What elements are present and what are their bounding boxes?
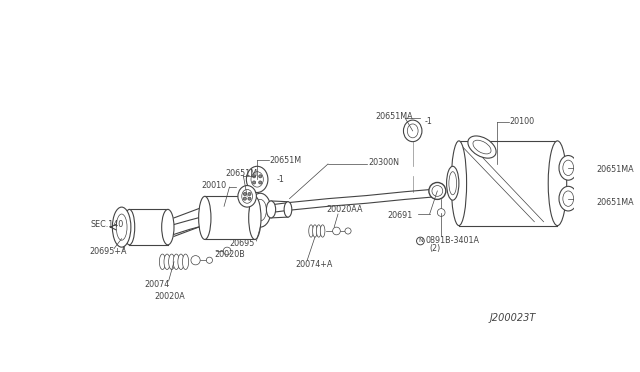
Text: SEC.140: SEC.140 bbox=[91, 219, 124, 228]
Ellipse shape bbox=[113, 207, 131, 247]
Text: 20300N: 20300N bbox=[368, 158, 399, 167]
Text: 20020AA: 20020AA bbox=[326, 205, 363, 214]
Text: 20020B: 20020B bbox=[214, 250, 244, 259]
Circle shape bbox=[432, 186, 443, 196]
Ellipse shape bbox=[168, 254, 175, 269]
Ellipse shape bbox=[559, 155, 577, 180]
Text: (2): (2) bbox=[429, 244, 441, 253]
Ellipse shape bbox=[159, 254, 166, 269]
Text: 20695+A: 20695+A bbox=[90, 247, 127, 256]
Text: 0891B-3401A: 0891B-3401A bbox=[425, 237, 479, 246]
Ellipse shape bbox=[563, 191, 573, 206]
Ellipse shape bbox=[266, 201, 276, 218]
Ellipse shape bbox=[246, 166, 268, 192]
Circle shape bbox=[243, 192, 246, 196]
Ellipse shape bbox=[250, 193, 271, 227]
Ellipse shape bbox=[164, 254, 170, 269]
Circle shape bbox=[223, 247, 231, 255]
Ellipse shape bbox=[178, 254, 184, 269]
Circle shape bbox=[417, 237, 424, 245]
Text: N: N bbox=[418, 238, 423, 244]
Circle shape bbox=[248, 192, 251, 196]
Circle shape bbox=[429, 183, 446, 199]
Text: -1: -1 bbox=[276, 175, 284, 184]
Ellipse shape bbox=[162, 209, 174, 245]
Ellipse shape bbox=[308, 225, 314, 237]
Circle shape bbox=[333, 227, 340, 235]
Text: 20074+A: 20074+A bbox=[296, 260, 333, 269]
Ellipse shape bbox=[198, 196, 211, 240]
Circle shape bbox=[259, 175, 262, 178]
Ellipse shape bbox=[316, 225, 321, 237]
Ellipse shape bbox=[251, 172, 263, 187]
Text: 20651M: 20651M bbox=[269, 155, 301, 165]
Ellipse shape bbox=[468, 136, 496, 158]
Text: 20074: 20074 bbox=[145, 280, 170, 289]
Ellipse shape bbox=[312, 225, 317, 237]
Circle shape bbox=[437, 209, 445, 217]
Ellipse shape bbox=[242, 189, 253, 203]
Ellipse shape bbox=[559, 186, 577, 211]
Text: 20651MA: 20651MA bbox=[376, 112, 413, 121]
Circle shape bbox=[248, 197, 251, 200]
Ellipse shape bbox=[320, 225, 325, 237]
Circle shape bbox=[259, 181, 262, 184]
Text: 20651MA: 20651MA bbox=[596, 198, 634, 207]
Circle shape bbox=[345, 228, 351, 234]
Circle shape bbox=[253, 175, 255, 178]
Text: 20020A: 20020A bbox=[155, 292, 186, 301]
Ellipse shape bbox=[449, 172, 456, 195]
Ellipse shape bbox=[548, 141, 566, 225]
Text: -1: -1 bbox=[424, 117, 432, 126]
Text: 20100: 20100 bbox=[509, 117, 535, 126]
Circle shape bbox=[243, 197, 246, 200]
Ellipse shape bbox=[173, 254, 179, 269]
Ellipse shape bbox=[249, 196, 261, 240]
Ellipse shape bbox=[451, 141, 467, 225]
Ellipse shape bbox=[403, 120, 422, 142]
Circle shape bbox=[206, 257, 212, 263]
Ellipse shape bbox=[124, 209, 135, 245]
Text: 20695: 20695 bbox=[230, 239, 255, 248]
Ellipse shape bbox=[407, 124, 418, 138]
Circle shape bbox=[253, 181, 255, 184]
Text: 20651MA: 20651MA bbox=[596, 165, 634, 174]
Ellipse shape bbox=[116, 214, 127, 240]
Text: 20010: 20010 bbox=[201, 181, 226, 190]
Ellipse shape bbox=[563, 160, 573, 176]
Text: 20691: 20691 bbox=[387, 211, 413, 220]
Ellipse shape bbox=[284, 202, 292, 217]
Circle shape bbox=[191, 256, 200, 265]
Text: J200023T: J200023T bbox=[490, 313, 536, 323]
Text: 20651M: 20651M bbox=[225, 170, 258, 179]
Ellipse shape bbox=[254, 199, 266, 221]
Ellipse shape bbox=[238, 186, 257, 207]
Ellipse shape bbox=[182, 254, 189, 269]
Ellipse shape bbox=[473, 140, 491, 154]
Ellipse shape bbox=[447, 166, 459, 200]
